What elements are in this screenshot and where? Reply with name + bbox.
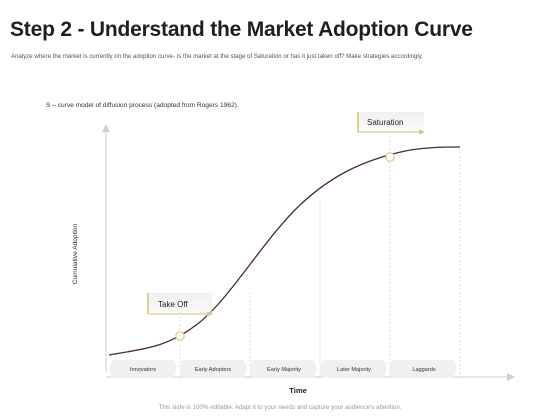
x-axis-label: Time — [289, 386, 307, 395]
segment-innovators — [109, 360, 177, 378]
segment-band: Innovators Early Adopters Early Majority… — [109, 360, 457, 378]
segment-label: Laggards — [412, 367, 436, 373]
saturation-marker — [385, 152, 395, 162]
saturation-box — [358, 112, 424, 132]
segment-label: Early Majority — [267, 367, 301, 373]
footer-note: This slide is 100% editable. Adapt it to… — [158, 404, 402, 411]
y-axis-label: Cumulative Adoption — [72, 223, 79, 284]
take-off-box — [148, 293, 212, 314]
segment-early-adopters — [179, 360, 247, 378]
saturation-label: Saturation — [367, 118, 403, 127]
slide-subtitle: Analyze where the market is currently on… — [11, 53, 423, 60]
x-axis-arrow — [507, 373, 515, 381]
s-curve — [108, 146, 461, 356]
diagram-caption: S – curve model of diffusion process (ad… — [46, 102, 239, 109]
segment-label: Early Adopters — [195, 367, 232, 373]
segment-label: Innovators — [130, 367, 156, 373]
segment-early-majority — [249, 360, 317, 378]
take-off-arrowhead-icon — [207, 311, 213, 317]
slide-title: Step 2 - Understand the Market Adoption … — [10, 18, 473, 41]
take-off-callout: Take Off — [147, 293, 213, 317]
take-off-marker — [175, 331, 185, 341]
take-off-label: Take Off — [158, 300, 188, 309]
y-axis-arrow — [102, 124, 110, 132]
saturation-callout: Saturation — [357, 112, 425, 135]
segment-label: Later Majority — [337, 367, 371, 373]
segment-laggards — [389, 360, 457, 378]
saturation-arrowhead-icon — [419, 129, 425, 135]
segment-guides — [179, 148, 461, 378]
segment-later-majority — [319, 360, 387, 378]
